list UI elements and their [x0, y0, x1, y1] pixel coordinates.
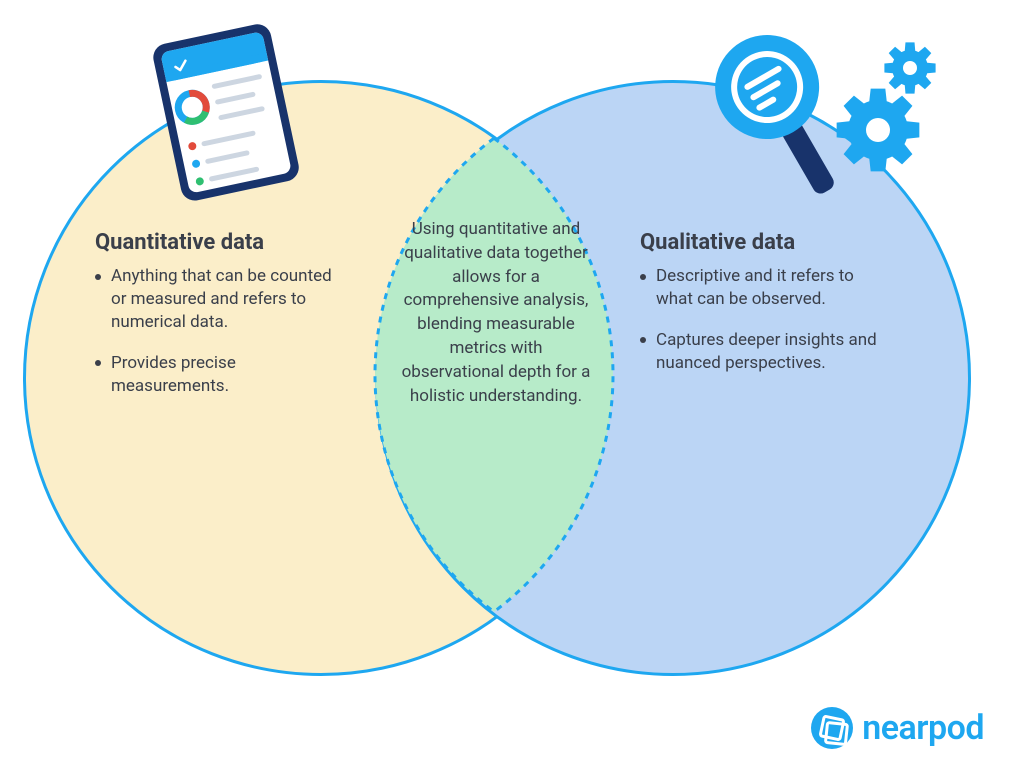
center-section-text: Using quantitative and qualitative data … [398, 218, 594, 408]
nearpod-logo: nearpod [810, 706, 984, 750]
right-section: Qualitative data Descriptive and it refe… [640, 230, 895, 393]
nearpod-logo-text: nearpod [862, 708, 984, 748]
venn-diagram: Quantitative data Anything that can be c… [0, 0, 1024, 778]
right-title: Qualitative data [640, 230, 895, 255]
bullet-item: Captures deeper insights and nuanced per… [640, 329, 895, 375]
bullet-item: Provides precise measurements. [95, 352, 350, 398]
bullet-item: Anything that can be counted or measured… [95, 265, 350, 334]
left-section: Quantitative data Anything that can be c… [95, 230, 350, 416]
left-title: Quantitative data [95, 230, 350, 255]
left-bullets: Anything that can be counted or measured… [95, 265, 350, 398]
right-bullets: Descriptive and it refers to what can be… [640, 265, 895, 375]
bullet-item: Descriptive and it refers to what can be… [640, 265, 895, 311]
magnifier-gears-icon [680, 20, 940, 220]
nearpod-logo-icon [810, 706, 854, 750]
